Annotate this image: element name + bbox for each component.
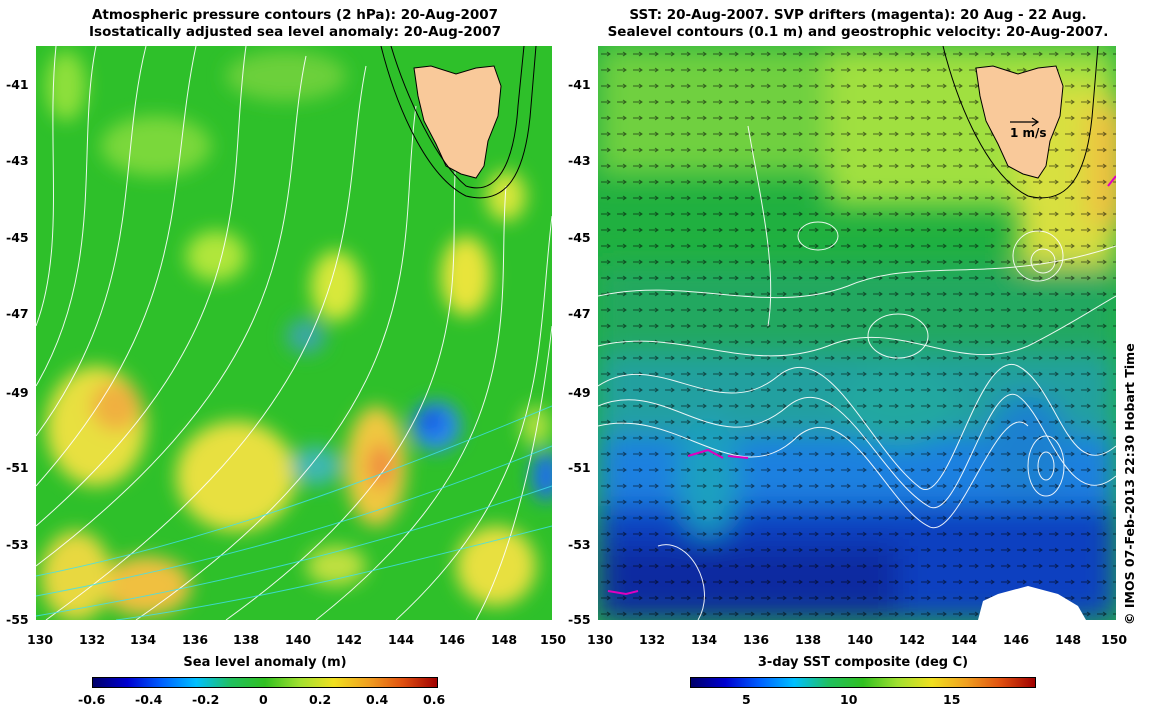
right-x-tick: 132 xyxy=(639,632,666,647)
left-x-tick: 150 xyxy=(540,632,567,647)
left-x-tick: 138 xyxy=(233,632,260,647)
velocity-scale xyxy=(1010,117,1040,127)
left-colorbar-tick: 0.2 xyxy=(309,692,332,707)
right-x-tick: 138 xyxy=(795,632,822,647)
left-x-tick: 134 xyxy=(130,632,157,647)
left-colorbar-tick: -0.6 xyxy=(78,692,106,707)
right-x-tick: 134 xyxy=(691,632,718,647)
sst-colorbar xyxy=(690,677,1036,688)
left-y-tick: -53 xyxy=(6,537,29,552)
right-y-tick: -51 xyxy=(568,460,591,475)
left-y-tick: -47 xyxy=(6,306,29,321)
sea-level-anomaly-field xyxy=(36,46,552,620)
sealevel-contours xyxy=(598,125,1116,620)
pressure-contours xyxy=(36,46,552,620)
left-map-title: Atmospheric pressure contours (2 hPa): 2… xyxy=(40,7,550,41)
right-colorbar-tick: 10 xyxy=(840,692,858,707)
right-colorbar-tick: 5 xyxy=(742,692,751,707)
right-y-tick: -49 xyxy=(568,385,591,400)
sea-level-colorbar xyxy=(92,677,438,688)
sst-field xyxy=(598,46,1116,620)
left-colorbar-tick: 0.6 xyxy=(423,692,446,707)
sst-map[interactable]: 1 m/s xyxy=(598,46,1116,620)
left-colorbar-tick: -0.2 xyxy=(192,692,220,707)
pressure-contours-low xyxy=(36,405,552,620)
sea-level-anomaly-map[interactable] xyxy=(36,46,552,620)
left-y-tick: -45 xyxy=(6,230,29,245)
left-colorbar-tick: 0 xyxy=(259,692,268,707)
left-y-tick: -49 xyxy=(6,385,29,400)
right-title-line1: SST: 20-Aug-2007. SVP drifters (magenta)… xyxy=(629,7,1087,23)
right-x-tick: 140 xyxy=(847,632,874,647)
right-x-tick: 150 xyxy=(1101,632,1128,647)
right-colorbar-label: 3-day SST composite (deg C) xyxy=(757,655,969,670)
right-y-tick: -55 xyxy=(568,612,591,627)
missing-data-area xyxy=(978,586,1086,620)
imos-credit: © IMOS 07-Feb-2013 22:30 Hobart Time xyxy=(1122,343,1137,625)
right-x-tick: 130 xyxy=(587,632,614,647)
left-x-tick: 140 xyxy=(285,632,312,647)
left-y-tick: -41 xyxy=(6,77,29,92)
right-x-tick: 148 xyxy=(1055,632,1082,647)
right-x-tick: 146 xyxy=(1003,632,1030,647)
right-y-tick: -53 xyxy=(568,537,591,552)
right-x-tick: 136 xyxy=(743,632,770,647)
right-x-tick: 142 xyxy=(899,632,926,647)
left-x-tick: 132 xyxy=(79,632,106,647)
right-y-tick: -41 xyxy=(568,77,591,92)
left-x-tick: 136 xyxy=(182,632,209,647)
left-x-tick: 144 xyxy=(388,632,415,647)
right-y-tick: -45 xyxy=(568,230,591,245)
left-x-tick: 148 xyxy=(491,632,518,647)
velocity-scale-label: 1 m/s xyxy=(1010,126,1047,140)
left-y-tick: -51 xyxy=(6,460,29,475)
tasmania-land xyxy=(413,65,502,179)
right-x-tick: 144 xyxy=(951,632,978,647)
left-x-tick: 130 xyxy=(27,632,54,647)
left-title-line2: Isostatically adjusted sea level anomaly… xyxy=(89,24,501,40)
left-colorbar-tick: -0.4 xyxy=(135,692,163,707)
left-title-line1: Atmospheric pressure contours (2 hPa): 2… xyxy=(91,7,499,23)
left-x-tick: 142 xyxy=(336,632,363,647)
right-title-line2: Sealevel contours (0.1 m) and geostrophi… xyxy=(607,24,1109,40)
right-map-title: SST: 20-Aug-2007. SVP drifters (magenta)… xyxy=(598,7,1118,41)
left-y-tick: -43 xyxy=(6,153,29,168)
right-y-tick: -43 xyxy=(568,153,591,168)
left-x-tick: 146 xyxy=(439,632,466,647)
svp-drifters xyxy=(607,175,1116,596)
left-colorbar-label: Sea level anomaly (m) xyxy=(183,655,347,670)
right-y-tick: -47 xyxy=(568,306,591,321)
left-colorbar-tick: 0.4 xyxy=(366,692,389,707)
right-colorbar-tick: 15 xyxy=(943,692,961,707)
left-y-tick: -55 xyxy=(6,612,29,627)
